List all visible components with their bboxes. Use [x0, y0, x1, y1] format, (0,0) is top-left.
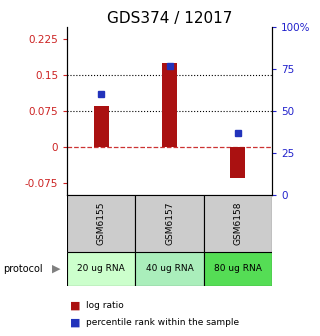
Text: ■: ■ — [70, 301, 81, 311]
Text: 40 ug RNA: 40 ug RNA — [146, 264, 194, 273]
Bar — [94, 106, 109, 147]
Text: percentile rank within the sample: percentile rank within the sample — [86, 318, 240, 327]
Bar — [67, 195, 135, 252]
Bar — [67, 252, 135, 286]
Text: 20 ug RNA: 20 ug RNA — [77, 264, 125, 273]
Bar — [230, 147, 245, 178]
Bar — [204, 252, 272, 286]
Text: GSM6157: GSM6157 — [165, 202, 174, 245]
Text: GSM6158: GSM6158 — [233, 202, 242, 245]
Bar — [135, 252, 204, 286]
Text: 80 ug RNA: 80 ug RNA — [214, 264, 262, 273]
Text: ■: ■ — [70, 318, 81, 328]
Text: log ratio: log ratio — [86, 301, 124, 310]
Bar — [162, 63, 177, 147]
Title: GDS374 / 12017: GDS374 / 12017 — [107, 11, 232, 26]
Text: protocol: protocol — [3, 264, 43, 274]
Bar — [204, 195, 272, 252]
Bar — [135, 195, 204, 252]
Text: ▶: ▶ — [52, 264, 60, 274]
Text: GSM6155: GSM6155 — [97, 202, 106, 245]
